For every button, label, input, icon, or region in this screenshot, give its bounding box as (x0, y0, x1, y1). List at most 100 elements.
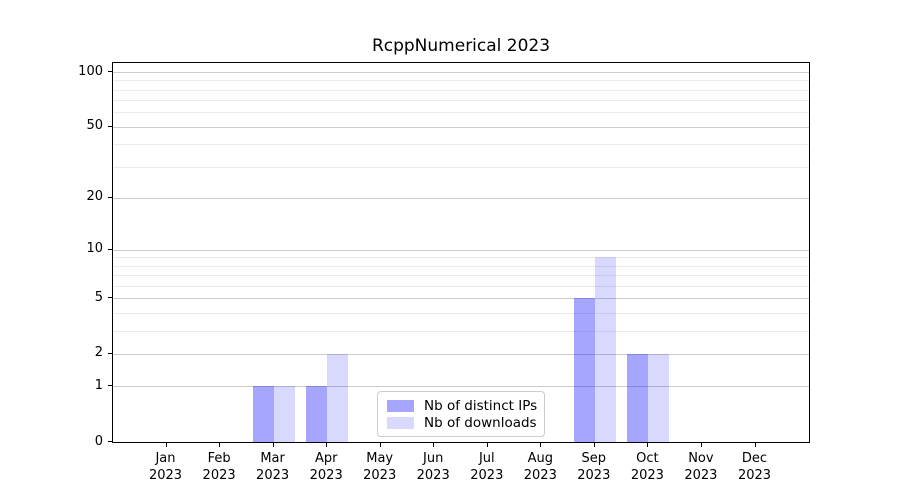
x-tick-mark (647, 443, 649, 447)
x-tick-year: 2023 (470, 468, 504, 483)
bar-nb-of-distinct-ips-mar (252, 386, 274, 442)
x-tick-mark (486, 443, 488, 447)
plot-area (112, 62, 810, 443)
x-tick-mark (219, 443, 221, 447)
x-tick-label-aug: Aug 2023 (505, 450, 575, 484)
legend-swatch-downloads (387, 416, 414, 429)
major-gridline (113, 249, 809, 251)
major-gridline (113, 298, 809, 300)
y-tick-mark (108, 441, 112, 442)
x-tick-month: Dec (741, 451, 768, 466)
y-tick-label: 5 (94, 289, 103, 305)
minor-gridline (113, 112, 809, 114)
legend-entry-downloads: Nb of downloads (387, 414, 537, 431)
y-tick-mark (108, 352, 112, 354)
x-tick-year: 2023 (684, 468, 718, 483)
bar-nb-of-distinct-ips-sep (573, 298, 595, 442)
minor-gridline (113, 166, 809, 168)
x-tick-month: Nov (688, 451, 714, 466)
minor-gridline (113, 313, 809, 314)
legend-label-downloads: Nb of downloads (424, 414, 537, 431)
x-tick-mark (540, 443, 542, 447)
bar-nb-of-downloads-mar (273, 386, 295, 442)
minor-gridline (113, 275, 809, 277)
x-tick-month: Mar (260, 451, 285, 466)
major-gridline (113, 353, 809, 355)
x-tick-month: Oct (636, 451, 659, 466)
y-tick-label: 2 (94, 345, 103, 361)
x-tick-month: Apr (314, 451, 338, 466)
x-tick-year: 2023 (577, 468, 611, 483)
legend-swatch-distinct-ips (387, 399, 414, 412)
x-tick-label-nov: Nov 2023 (666, 450, 736, 484)
y-tick-label: 10 (86, 241, 103, 257)
minor-gridline (113, 89, 809, 91)
minor-gridline (113, 330, 809, 332)
x-tick-mark (326, 443, 328, 447)
major-gridline (113, 72, 809, 73)
x-tick-label-jul: Jul 2023 (452, 450, 522, 484)
minor-gridline (113, 80, 809, 82)
bar-nb-of-downloads-oct (648, 353, 670, 442)
x-tick-mark (433, 443, 435, 447)
major-gridline (113, 386, 809, 388)
bar-nb-of-downloads-sep (594, 257, 616, 442)
x-tick-label-jan: Jan 2023 (131, 450, 201, 484)
x-tick-year: 2023 (523, 468, 557, 483)
x-tick-label-sep: Sep 2023 (559, 450, 629, 484)
y-tick-label: 1 (94, 377, 103, 393)
x-tick-mark (754, 443, 756, 447)
x-tick-label-mar: Mar 2023 (238, 450, 308, 484)
minor-gridline (113, 286, 809, 287)
y-tick-label: 50 (86, 118, 103, 134)
x-tick-month: Jun (423, 451, 444, 466)
legend-entry-distinct-ips: Nb of distinct IPs (387, 397, 538, 414)
x-tick-month: Jul (478, 451, 495, 466)
x-tick-mark (165, 443, 167, 447)
x-tick-mark (700, 443, 702, 447)
y-tick-mark (108, 385, 112, 387)
y-tick-label: 100 (78, 63, 103, 79)
x-tick-month: May (366, 451, 394, 466)
x-tick-year: 2023 (309, 468, 343, 483)
x-tick-month: Jan (155, 451, 176, 466)
x-tick-mark (593, 443, 595, 447)
x-tick-year: 2023 (148, 468, 183, 483)
x-tick-label-feb: Feb 2023 (184, 450, 254, 484)
chart-title: RcppNumerical 2023 (371, 36, 551, 56)
x-tick-label-may: May 2023 (345, 450, 415, 484)
x-tick-label-jun: Jun 2023 (398, 450, 468, 484)
minor-gridline (113, 265, 809, 267)
y-tick-mark (108, 196, 112, 198)
x-tick-year: 2023 (256, 468, 290, 483)
minor-gridline (113, 144, 809, 146)
y-tick-mark (108, 125, 112, 127)
x-tick-month: Sep (581, 451, 607, 466)
y-tick-mark (108, 248, 112, 250)
x-tick-year: 2023 (363, 468, 397, 483)
major-gridline (113, 197, 809, 199)
x-tick-year: 2023 (737, 468, 772, 483)
x-tick-label-dec: Dec 2023 (720, 450, 790, 484)
legend-label-distinct-ips: Nb of distinct IPs (424, 397, 538, 414)
legend: Nb of distinct IPs Nb of downloads (377, 391, 545, 437)
x-tick-label-apr: Apr 2023 (291, 450, 361, 484)
minor-gridline (113, 257, 809, 259)
x-tick-label-oct: Oct 2023 (612, 450, 682, 484)
x-tick-month: Feb (207, 451, 231, 466)
major-gridline (113, 126, 809, 128)
bar-nb-of-distinct-ips-oct (627, 353, 649, 442)
x-tick-month: Aug (527, 451, 553, 466)
y-tick-mark (108, 297, 112, 299)
y-tick-label: 20 (86, 189, 103, 205)
y-tick-label: 0 (94, 433, 103, 449)
bar-nb-of-distinct-ips-apr (306, 386, 328, 442)
minor-gridline (113, 100, 809, 102)
x-tick-mark (272, 443, 274, 447)
x-tick-year: 2023 (630, 468, 664, 483)
y-tick-mark (108, 71, 112, 72)
x-tick-year: 2023 (202, 468, 236, 483)
x-tick-mark (379, 443, 381, 447)
x-tick-year: 2023 (416, 468, 450, 483)
